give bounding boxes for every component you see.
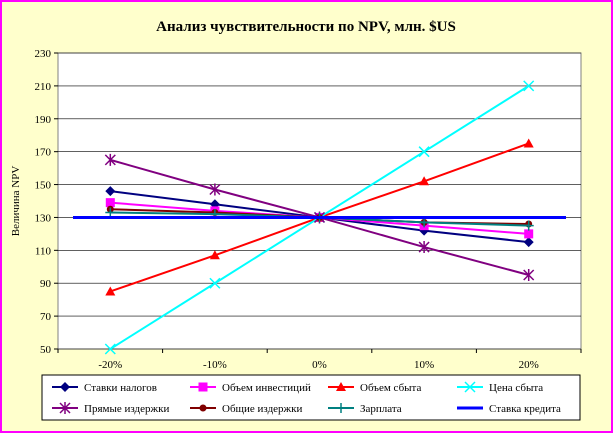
y-tick-label: 150 <box>35 180 52 192</box>
y-tick-label: 70 <box>40 311 52 323</box>
data-point-marker <box>523 269 535 281</box>
data-point-marker <box>104 153 116 166</box>
data-point-marker <box>419 217 430 228</box>
data-point-marker <box>199 404 207 412</box>
series-layer <box>73 80 566 355</box>
y-axis-title: Величина NPV <box>10 166 22 237</box>
plot-area <box>57 52 582 350</box>
data-point-marker <box>418 241 430 254</box>
legend-item: Зарплата <box>328 403 402 415</box>
y-tick-label: 210 <box>35 81 52 93</box>
data-point-marker <box>198 382 208 392</box>
data-point-marker <box>104 343 116 355</box>
legend-item: Прямые издержки <box>52 402 169 415</box>
x-tick-label: -10% <box>203 359 227 371</box>
x-tick-label: 10% <box>414 359 434 371</box>
data-point-marker <box>105 286 116 296</box>
data-point-marker <box>59 402 71 414</box>
data-point-marker <box>523 80 535 92</box>
data-point-marker <box>418 146 430 158</box>
data-point-marker <box>523 220 534 231</box>
data-point-marker <box>523 237 534 248</box>
legend-label: Общие издержки <box>222 403 302 415</box>
legend-item: Ставки налогов <box>52 382 157 394</box>
data-point-marker <box>105 207 116 218</box>
y-tick-label: 170 <box>35 147 52 159</box>
legend-item: Цена сбыта <box>457 381 543 394</box>
data-point-marker <box>209 183 221 196</box>
x-tick-label: -20% <box>98 359 122 371</box>
data-point-marker <box>209 250 220 260</box>
gridlines <box>58 52 581 350</box>
y-axis-ticks: 50 70 90 110 130 150 170 190 210 230 <box>35 48 58 356</box>
legend-label: Ставки налогов <box>84 382 157 394</box>
legend <box>41 374 581 421</box>
data-point-marker <box>105 198 115 208</box>
x-axis-ticks: -20% -10% 0% 10% 20% <box>57 349 582 371</box>
data-point-marker <box>523 138 534 148</box>
data-point-marker <box>419 176 430 186</box>
x-tick-label: 0% <box>312 359 327 371</box>
legend-label: Прямые издержки <box>84 403 169 415</box>
y-tick-label: 130 <box>35 212 52 224</box>
data-point-marker <box>336 403 346 413</box>
data-point-marker <box>105 186 116 197</box>
legend-item: Общие издержки <box>190 403 302 415</box>
legend-label: Зарплата <box>360 403 402 415</box>
y-tick-label: 110 <box>35 245 52 257</box>
y-tick-label: 190 <box>35 114 52 126</box>
legend-item: Ставка кредита <box>457 403 561 415</box>
legend-label: Цена сбыта <box>489 382 543 394</box>
legend-label: Объем сбыта <box>360 382 421 394</box>
legend-item: Объем сбыта <box>328 382 421 394</box>
legend-items: Ставки налогов Объем инвестиций Объем сбыт… <box>52 381 561 415</box>
data-point-marker <box>60 382 70 392</box>
legend-label: Объем инвестиций <box>222 382 311 394</box>
data-point-marker <box>524 229 534 239</box>
y-tick-label: 90 <box>40 278 52 290</box>
legend-label: Ставка кредита <box>489 403 561 415</box>
data-point-marker <box>336 382 346 391</box>
x-tick-label: 20% <box>519 359 539 371</box>
data-point-marker <box>464 381 476 393</box>
chart-title: Анализ чувствительности по NPV, млн. $US <box>156 19 456 35</box>
legend-item: Объем инвестиций <box>190 382 311 394</box>
data-point-marker <box>209 277 221 289</box>
y-tick-label: 230 <box>35 48 52 60</box>
y-tick-label: 50 <box>40 344 52 356</box>
